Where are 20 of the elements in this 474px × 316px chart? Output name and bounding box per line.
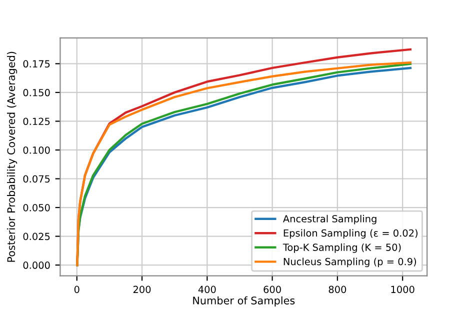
y-axis-title: Posterior Probability Covered (Averaged): [7, 52, 18, 262]
y-tick-label: 0.000: [23, 262, 50, 269]
x-tick-label: 0: [74, 286, 80, 294]
x-tick-label: 200: [133, 286, 151, 294]
y-tick-label: 0.025: [23, 232, 50, 240]
y-tick-label: 0.050: [23, 204, 50, 212]
x-tick-label: 600: [264, 286, 281, 294]
x-tick-label: 1000: [391, 286, 414, 294]
legend-label: Top-K Sampling (K = 50): [282, 243, 401, 253]
y-tick-label: 0.075: [23, 175, 50, 183]
legend-label: Ancestral Sampling: [283, 214, 376, 224]
y-tick-label: 0.125: [23, 118, 50, 126]
legend-label: Nucleus Sampling (p = 0.9): [284, 258, 416, 268]
y-tick-label: 0.100: [23, 146, 50, 154]
x-axis-title: Number of Samples: [193, 296, 295, 306]
legend-label: Epsilon Sampling (ε = 0.02): [284, 229, 418, 239]
y-tick-label: 0.175: [23, 60, 50, 68]
y-tick-label: 0.150: [23, 88, 50, 96]
x-tick-label: 400: [198, 286, 216, 294]
x-tick-label: 800: [328, 286, 346, 294]
